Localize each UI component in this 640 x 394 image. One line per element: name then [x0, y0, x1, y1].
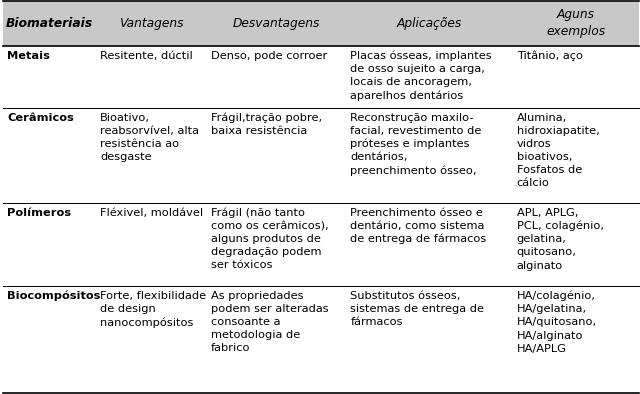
Text: Polímeros: Polímeros [7, 208, 71, 217]
Bar [3, 1, 639, 46]
Text: Placas ósseas, implantes
de osso sujeito a carga,
locais de ancoragem,
aparelhos: Placas ósseas, implantes de osso sujeito… [350, 51, 492, 101]
Text: Preenchimento ósseo e
dentário, como sistema
de entrega de fármacos: Preenchimento ósseo e dentário, como sis… [350, 208, 486, 244]
Text: Biomateriais: Biomateriais [6, 17, 93, 30]
Text: Substitutos ósseos,
sistemas de entrega de
fármacos: Substitutos ósseos, sistemas de entrega … [350, 291, 484, 327]
Text: Aguns
exemplos: Aguns exemplos [547, 8, 605, 38]
Text: Aplicações: Aplicações [397, 17, 462, 30]
Text: Desvantagens: Desvantagens [233, 17, 321, 30]
Text: Biocompósitos: Biocompósitos [7, 291, 100, 301]
Text: Vantagens: Vantagens [120, 17, 184, 30]
Text: Forte, flexibilidade
de design
nanocompósitos: Forte, flexibilidade de design nanocompó… [100, 291, 206, 328]
Text: Frágil (não tanto
como os cerâmicos),
alguns produtos de
degradação podem
ser tó: Frágil (não tanto como os cerâmicos), al… [211, 208, 328, 270]
Text: Metais: Metais [7, 51, 50, 61]
Text: Frágil,tração pobre,
baixa resistência: Frágil,tração pobre, baixa resistência [211, 113, 322, 136]
Text: Bioativo,
reabsorvível, alta
resistência ao
desgaste: Bioativo, reabsorvível, alta resistência… [100, 113, 199, 162]
Text: Denso, pode corroer: Denso, pode corroer [211, 51, 327, 61]
Text: APL, APLG,
PCL, colagénio,
gelatina,
quitosano,
alginato: APL, APLG, PCL, colagénio, gelatina, qui… [517, 208, 604, 271]
Text: Cerâmicos: Cerâmicos [7, 113, 74, 123]
Text: Reconstrução maxilo-
facial, revestimento de
próteses e implantes
dentários,
pre: Reconstrução maxilo- facial, revestiment… [350, 113, 482, 176]
Text: As propriedades
podem ser alteradas
consoante a
metodologia de
fabrico: As propriedades podem ser alteradas cons… [211, 291, 328, 353]
Text: Resitente, dúctil: Resitente, dúctil [100, 51, 193, 61]
Text: HA/colagénio,
HA/gelatina,
HA/quitosano,
HA/alginato
HA/APLG: HA/colagénio, HA/gelatina, HA/quitosano,… [517, 291, 597, 353]
Text: Alumina,
hidroxiapatite,
vidros
bioativos,
Fosfatos de
cálcio: Alumina, hidroxiapatite, vidros bioativo… [517, 113, 600, 188]
Text: Titânio, aço: Titânio, aço [517, 51, 583, 61]
Text: Fléxivel, moldável: Fléxivel, moldável [100, 208, 204, 217]
